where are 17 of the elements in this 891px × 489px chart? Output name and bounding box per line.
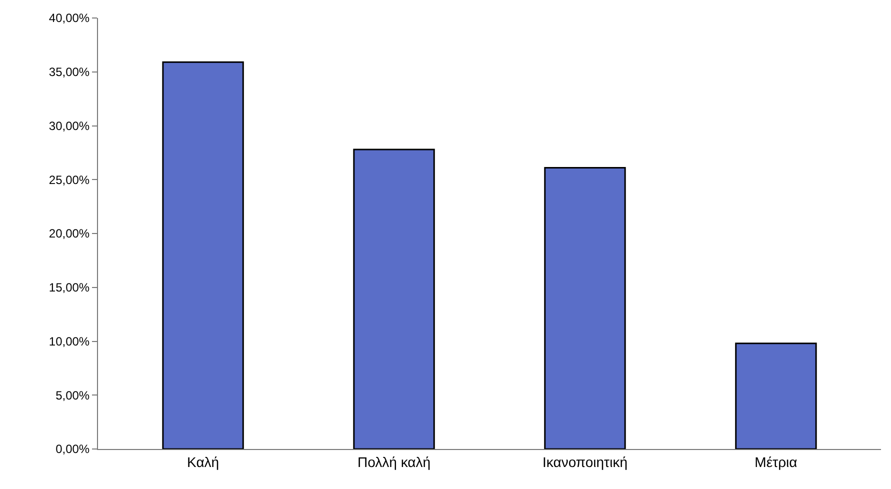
x-tick-label: Πολλή καλή — [358, 454, 431, 470]
y-tick-label: 15,00% — [48, 280, 90, 295]
y-tick-label: 40,00% — [48, 11, 90, 26]
bar — [353, 148, 435, 449]
y-tick-label: 5,00% — [56, 388, 90, 402]
y-tick-label: 30,00% — [48, 118, 90, 133]
x-tick-label: Μέτρια — [754, 454, 798, 470]
y-tick-label: 20,00% — [48, 226, 90, 241]
y-tick-label: 35,00% — [48, 65, 90, 80]
x-tick-label: Ικανοποιητική — [542, 454, 628, 470]
bar — [735, 342, 817, 449]
y-tick-label: 25,00% — [48, 172, 90, 187]
bar — [162, 61, 244, 449]
y-tick-label: 10,00% — [48, 334, 90, 348]
x-tick-label: Καλή — [187, 454, 220, 470]
y-tick-label: 0,00% — [56, 442, 90, 456]
bar — [544, 167, 626, 449]
